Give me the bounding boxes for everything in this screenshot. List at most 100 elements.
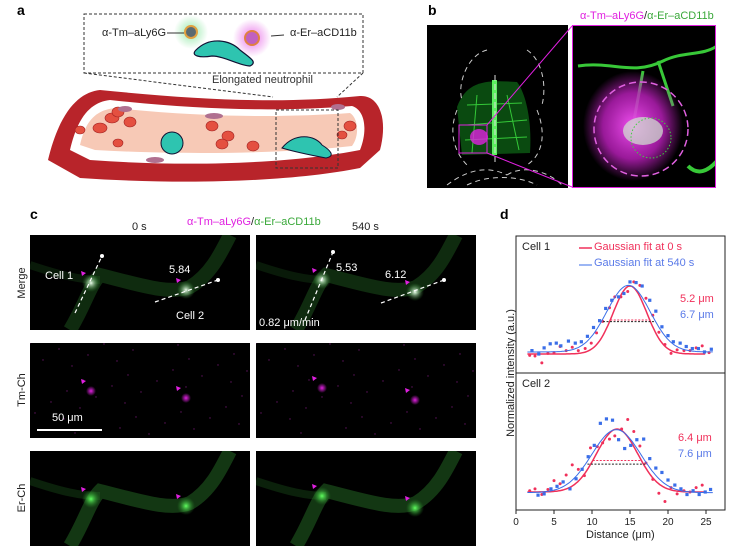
- data-point-0s: [540, 361, 544, 365]
- data-point-540s: [697, 492, 701, 497]
- data-point-540s: [666, 478, 670, 482]
- data-point-0s: [700, 483, 704, 487]
- cell-signal: [406, 499, 424, 517]
- column-label-540s: 540 s: [352, 221, 379, 233]
- x-tick-label: 20: [662, 517, 674, 528]
- data-point-0s: [595, 331, 599, 335]
- data-point-540s: [690, 346, 694, 351]
- speed-label: 0.82 μm/min: [259, 317, 320, 329]
- data-point-0s: [564, 473, 568, 477]
- cell-signal: [177, 281, 195, 299]
- data-point-540s: [585, 334, 590, 338]
- title-er: α-Er–aCD11b: [647, 10, 714, 22]
- data-point-540s: [548, 342, 552, 346]
- data-point-540s: [561, 480, 565, 484]
- data-point-0s: [626, 418, 630, 422]
- cell2-fwhm-540s: 7.6 μm: [678, 448, 712, 460]
- row-label-er: Er-Ch: [16, 483, 28, 513]
- data-point-540s: [537, 352, 541, 356]
- data-point-0s: [570, 345, 574, 349]
- cell-arrowhead: [81, 379, 86, 384]
- data-point-540s: [678, 341, 682, 345]
- data-point-540s: [604, 417, 609, 421]
- data-point-540s: [573, 341, 577, 345]
- image-er-channel-0s: [30, 451, 250, 546]
- gaussian-fit-0s: [527, 428, 706, 493]
- cell-arrowhead: [312, 376, 317, 381]
- tm-nanoparticle: [184, 25, 198, 39]
- scale-bar: [37, 429, 102, 431]
- data-point-0s: [613, 434, 617, 438]
- data-point-540s: [598, 421, 602, 425]
- x-tick-label: 25: [700, 517, 712, 528]
- cell-arrowhead: [176, 278, 181, 283]
- image-tm-channel-540s: [256, 343, 476, 438]
- data-point-0s: [638, 444, 642, 448]
- elongated-neutrophil: [193, 40, 254, 67]
- image-tm-channel-0s: [30, 343, 250, 438]
- cell-signal: [86, 386, 96, 396]
- data-point-540s: [685, 492, 689, 497]
- cell-signal: [82, 274, 100, 292]
- cell2-value-0s: 5.84: [169, 264, 191, 276]
- cell-arrowhead: [81, 487, 86, 492]
- cell-arrowhead: [81, 271, 86, 276]
- panel-label-d: d: [500, 206, 509, 222]
- title-tm: α-Tm–aLy6G: [580, 10, 645, 22]
- intensity-profile-chart: 0 5 10 15 20 25: [513, 235, 726, 528]
- data-point-540s: [617, 295, 621, 299]
- data-point-540s: [586, 455, 590, 459]
- cell-signal: [177, 497, 195, 515]
- panel-b-title: α-Tm–aLy6G/α-Er–aCD11b: [580, 10, 714, 22]
- data-point-540s: [604, 306, 608, 311]
- cell2-fwhm-0s: 6.4 μm: [678, 432, 712, 444]
- x-tick-label: 5: [551, 517, 557, 528]
- data-point-540s: [623, 446, 627, 451]
- zoom-connector-lines: [486, 25, 573, 188]
- direction-arrow: [304, 251, 334, 321]
- data-point-0s: [626, 289, 630, 293]
- elongated-neutrophil-caption: Elongated neutrophil: [212, 74, 313, 86]
- x-tick-label: 15: [624, 517, 636, 528]
- er-nanoparticle: [244, 30, 260, 46]
- direction-arrow: [74, 255, 103, 314]
- data-point-540s: [568, 487, 572, 491]
- data-point-540s: [559, 344, 563, 348]
- panel-c-title: α-Tm–aLy6G/α-Er–aCD11b: [187, 216, 321, 228]
- cell1-label: Cell 1: [45, 270, 74, 282]
- data-point-0s: [583, 347, 587, 351]
- data-point-540s: [555, 484, 559, 488]
- image-merge-0s: [30, 235, 250, 330]
- data-point-540s: [684, 344, 688, 349]
- data-point-0s: [675, 492, 679, 496]
- cell2-value-540s: 6.12: [385, 269, 407, 281]
- data-point-540s: [629, 443, 633, 447]
- data-point-540s: [549, 487, 553, 491]
- data-point-0s: [546, 487, 550, 491]
- title-sep: /: [644, 10, 648, 22]
- data-point-0s: [576, 349, 580, 353]
- data-point-540s: [554, 341, 558, 345]
- data-point-540s: [635, 438, 639, 442]
- cell-arrowhead: [176, 386, 181, 391]
- legend-fit-540s: Gaussian fit at 540 s: [594, 257, 695, 269]
- data-point-0s: [657, 491, 661, 495]
- data-point-540s: [592, 443, 596, 447]
- data-point-0s: [632, 430, 636, 434]
- data-point-0s: [700, 344, 704, 348]
- data-point-0s: [589, 341, 593, 345]
- data-point-540s: [574, 477, 578, 481]
- vessel-illustration: [48, 13, 384, 182]
- panel-label-b: b: [428, 2, 437, 18]
- data-point-540s: [530, 349, 534, 353]
- cell-arrowhead: [312, 484, 317, 489]
- cell-signal: [181, 393, 191, 403]
- data-point-540s: [640, 284, 644, 288]
- cell-signal: [317, 383, 327, 393]
- data-point-0s: [558, 482, 562, 486]
- data-point-540s: [691, 489, 695, 493]
- red-blood-cells: [74, 106, 357, 152]
- x-tick-label: 10: [586, 517, 598, 528]
- inset-box: [83, 13, 364, 74]
- zoomed-inset-image: [572, 25, 716, 188]
